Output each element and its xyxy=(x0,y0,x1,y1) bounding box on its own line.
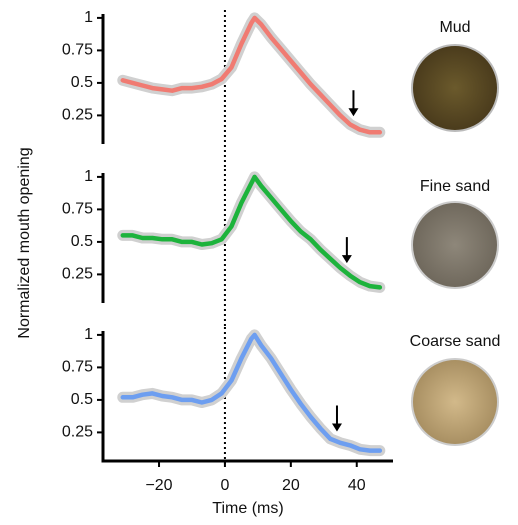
x-tick-label: 40 xyxy=(348,477,366,494)
x-tick-label: 0 xyxy=(220,477,229,494)
line xyxy=(120,174,383,290)
line xyxy=(120,332,383,453)
coarse-sand-dish xyxy=(411,358,499,446)
fine-sand-dish xyxy=(411,201,499,289)
y-tick-label: 0.75 xyxy=(62,201,93,218)
x-axis-label: Time (ms) xyxy=(212,500,283,517)
x-tick-label: 20 xyxy=(282,477,300,494)
y-tick-label: 1 xyxy=(84,326,93,343)
arrow-head xyxy=(348,108,359,117)
panel-label: Mud xyxy=(439,19,470,36)
x-tick-label: −20 xyxy=(145,477,172,494)
y-axis-label: Normalized mouth opening xyxy=(16,147,33,338)
panel-label: Coarse sand xyxy=(410,333,501,350)
y-tick-label: 0.25 xyxy=(62,107,93,124)
y-tick-label: 0.5 xyxy=(71,74,93,91)
y-tick-label: 1 xyxy=(84,168,93,185)
arrow-head xyxy=(341,255,352,264)
panel-label: Fine sand xyxy=(420,178,490,195)
y-tick-label: 0.5 xyxy=(71,391,93,408)
y-tick-label: 0.25 xyxy=(62,424,93,441)
y-tick-label: 0.25 xyxy=(62,266,93,283)
y-tick-label: 0.75 xyxy=(62,359,93,376)
arrow-head xyxy=(331,423,342,432)
y-tick-label: 0.75 xyxy=(62,42,93,59)
y-tick-label: 0.5 xyxy=(71,233,93,250)
line-band xyxy=(117,329,386,457)
line xyxy=(120,15,383,135)
mud-dish xyxy=(411,44,499,132)
y-tick-label: 1 xyxy=(84,9,93,26)
